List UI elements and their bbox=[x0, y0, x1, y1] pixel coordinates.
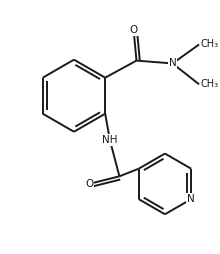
Text: NH: NH bbox=[102, 135, 118, 145]
Text: O: O bbox=[130, 25, 138, 35]
Text: CH₃: CH₃ bbox=[201, 79, 219, 89]
Text: O: O bbox=[85, 179, 93, 189]
Text: N: N bbox=[187, 194, 195, 204]
Text: N: N bbox=[169, 58, 176, 69]
Text: CH₃: CH₃ bbox=[201, 39, 219, 50]
